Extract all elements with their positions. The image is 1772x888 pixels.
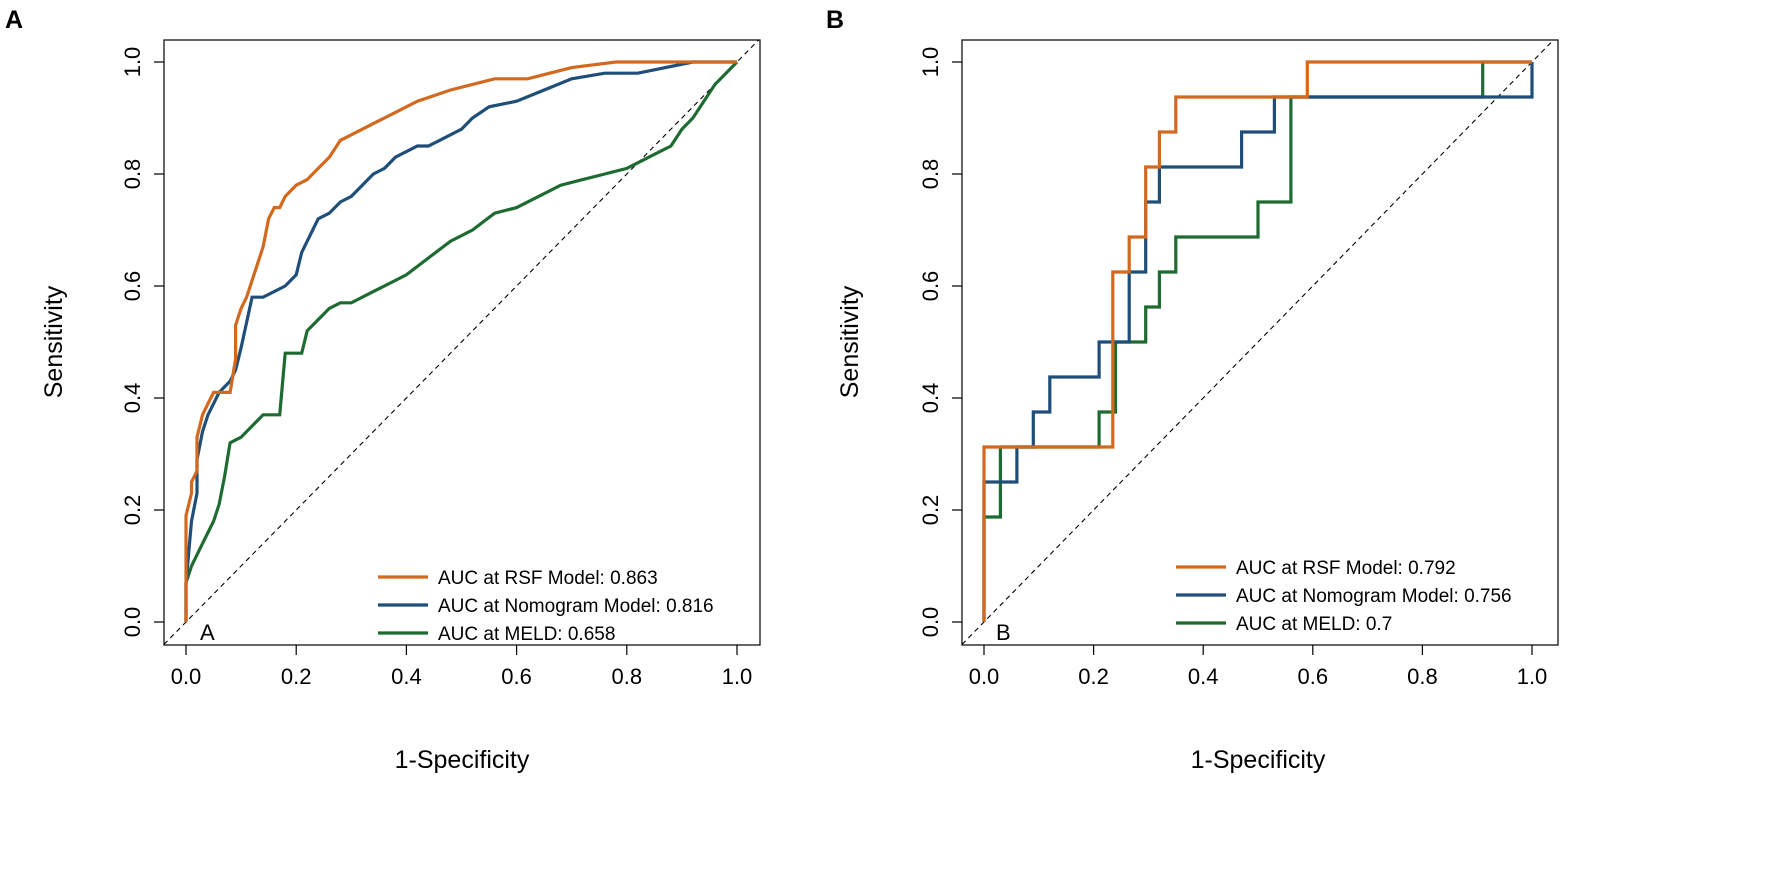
y-axis-title-b: Sensitivity — [836, 285, 864, 398]
axis-ticks-a: 0.0 0.2 0.4 0.6 0.8 1.0 0.0 0.2 0.4 0.6 0.8 1.0 — [120, 47, 752, 689]
panel-label-a: A — [5, 6, 23, 34]
panel-label-b: B — [826, 6, 844, 34]
x-tick-label: 0.8 — [612, 664, 643, 689]
x-tick-label: 0.4 — [1188, 664, 1219, 689]
legend-label-meld: AUC at MELD: 0.658 — [438, 624, 615, 645]
y-axis-title-a: Sensitivity — [40, 285, 68, 398]
x-tick-label: 0.2 — [1078, 664, 1109, 689]
x-axis-title-a: 1-Specificity — [395, 746, 530, 774]
roc-curve-rsf — [184, 60, 737, 622]
x-tick-label: 0.0 — [171, 664, 202, 689]
roc-curves-a — [184, 60, 739, 622]
plot-frame-a — [163, 39, 761, 646]
inner-label-b: B — [996, 620, 1011, 645]
y-tick-label: 1.0 — [918, 47, 943, 78]
x-tick-label: 0.0 — [969, 664, 1000, 689]
roc-curve-nomogram — [982, 62, 1534, 622]
y-tick-label: 0.6 — [120, 271, 145, 302]
axis-ticks-b: 0.0 0.2 0.4 0.6 0.8 1.0 0.0 0.2 0.4 0.6 0.8 1.0 — [918, 47, 1547, 689]
x-tick-label: 1.0 — [722, 664, 753, 689]
y-tick-label: 0.8 — [120, 159, 145, 190]
y-tick-label: 0.0 — [918, 607, 943, 638]
y-tick-label: 0.8 — [918, 159, 943, 190]
legend-b: AUC at RSF Model: 0.792 AUC at Nomogram M… — [1176, 558, 1512, 635]
roc-curve-rsf — [982, 60, 1532, 622]
x-tick-label: 0.4 — [391, 664, 422, 689]
y-tick-label: 0.2 — [120, 495, 145, 526]
roc-panel-b: B 0.0 0.2 0.4 0.6 0.8 1.0 0.0 0.2 0.4 0.6 0.8 1.0 A… — [826, 6, 1559, 774]
y-tick-label: 0.2 — [918, 495, 943, 526]
inner-label-a: A — [200, 620, 215, 645]
y-tick-label: 0.6 — [918, 271, 943, 302]
legend-label-nomogram: AUC at Nomogram Model: 0.756 — [1236, 586, 1512, 607]
y-tick-label: 1.0 — [120, 47, 145, 78]
legend-label-rsf: AUC at RSF Model: 0.863 — [438, 568, 658, 589]
x-axis-title-b: 1-Specificity — [1191, 746, 1326, 774]
x-tick-label: 1.0 — [1517, 664, 1548, 689]
x-tick-label: 0.6 — [501, 664, 532, 689]
x-tick-label: 0.2 — [281, 664, 312, 689]
y-tick-label: 0.4 — [120, 383, 145, 414]
reference-diagonal-b — [961, 39, 1555, 645]
legend-label-nomogram: AUC at Nomogram Model: 0.816 — [438, 596, 714, 617]
legend-a: AUC at RSF Model: 0.863 AUC at Nomogram M… — [378, 568, 714, 645]
legend-label-rsf: AUC at RSF Model: 0.792 — [1236, 558, 1456, 579]
x-tick-label: 0.8 — [1407, 664, 1438, 689]
roc-curves-b — [982, 60, 1534, 622]
legend-label-meld: AUC at MELD: 0.7 — [1236, 614, 1392, 635]
x-tick-label: 0.6 — [1298, 664, 1329, 689]
roc-panel-a: A 0.0 0.2 0.4 0.6 0.8 1.0 0.0 0.2 0.4 0.6 0.8 1.0 A… — [5, 6, 761, 774]
reference-diagonal-a — [163, 39, 760, 645]
roc-curve-nomogram — [184, 60, 737, 622]
y-tick-label: 0.4 — [918, 383, 943, 414]
y-tick-label: 0.0 — [120, 607, 145, 638]
plot-frame-b — [961, 39, 1559, 646]
roc-curve-meld — [184, 60, 739, 622]
